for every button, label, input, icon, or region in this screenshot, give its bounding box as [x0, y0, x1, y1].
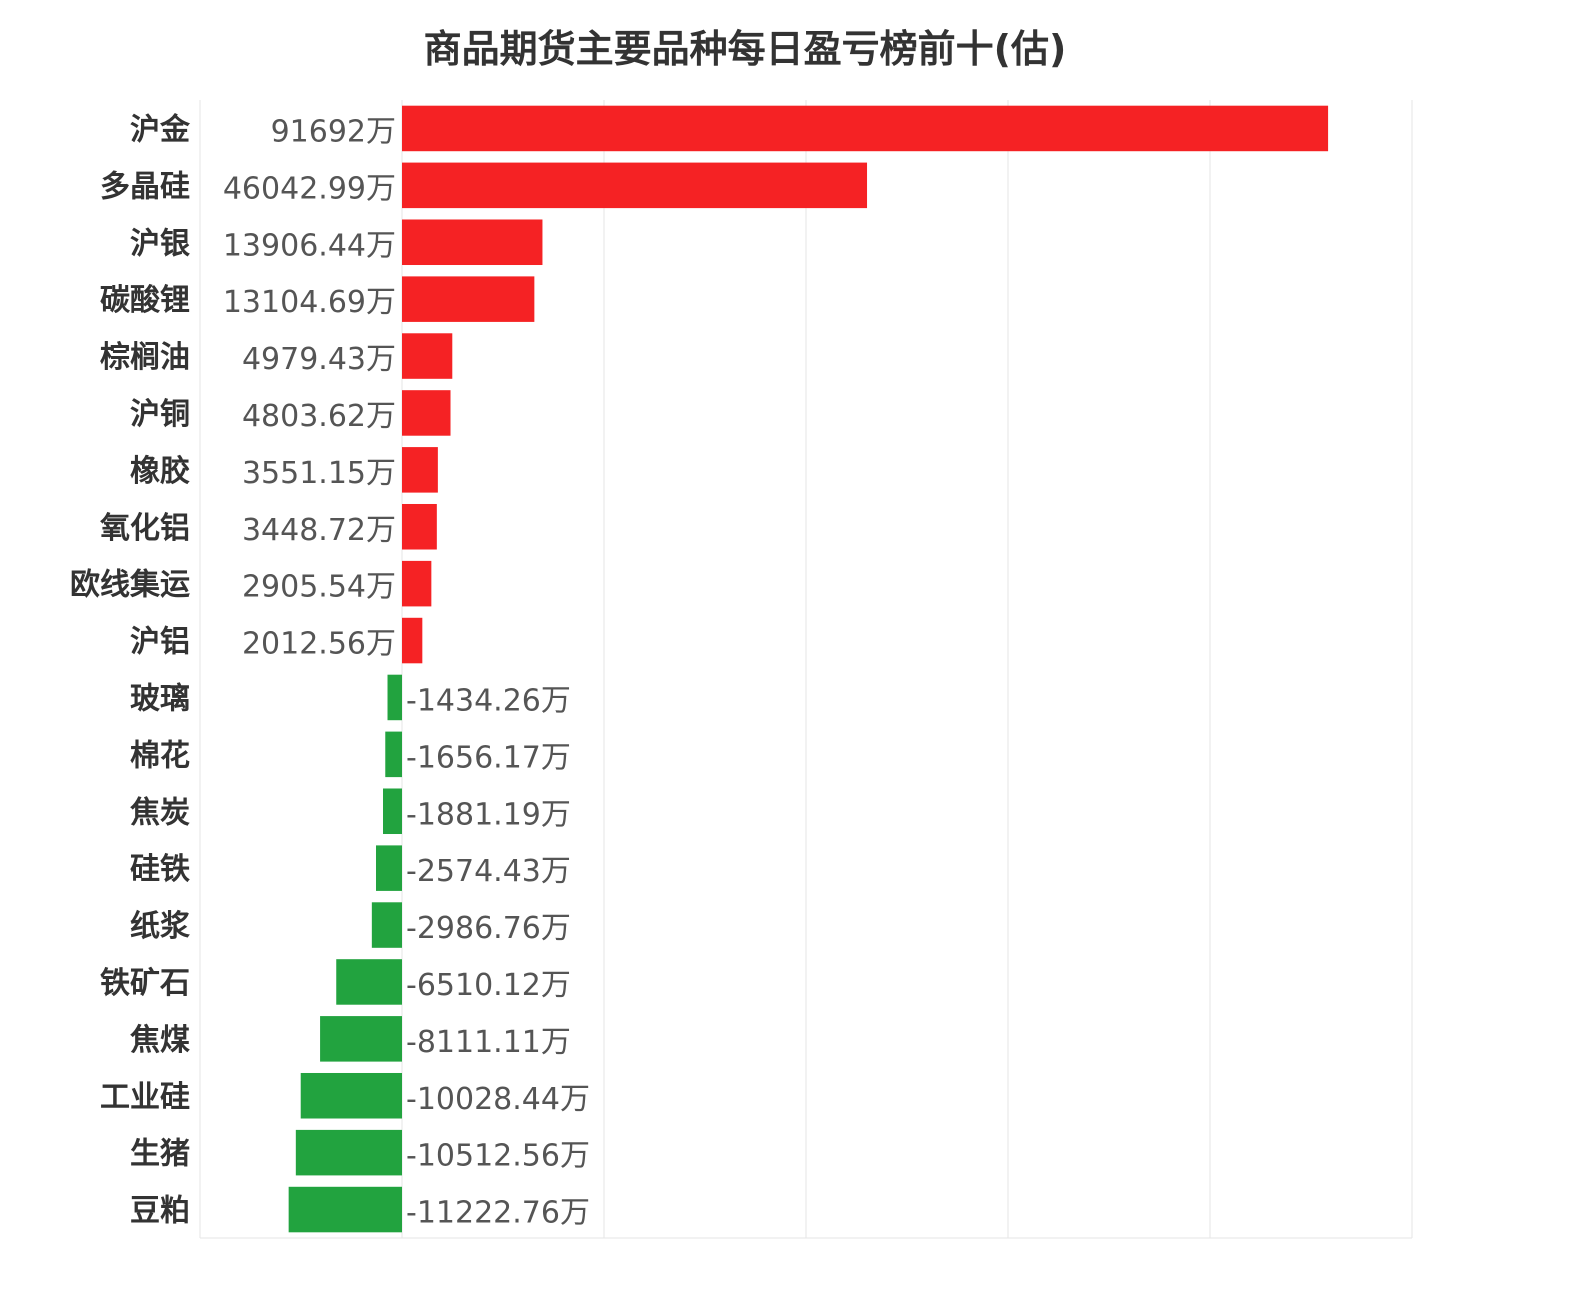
category-label: 焦煤 — [130, 1023, 190, 1058]
bar-11 — [385, 731, 402, 778]
category-label: 氧化铝 — [100, 511, 190, 546]
value-label: -1434.26万 — [406, 683, 571, 718]
category-label: 铁矿石 — [100, 966, 190, 1001]
bar-15 — [336, 959, 402, 1005]
category-label: 豆粕 — [130, 1194, 190, 1229]
category-label: 橡胶 — [130, 454, 190, 489]
category-label: 玻璃 — [130, 681, 190, 716]
value-label: 3448.72万 — [242, 513, 396, 548]
value-label: 4979.43万 — [242, 342, 396, 377]
category-label: 纸浆 — [130, 909, 190, 944]
value-label: 46042.99万 — [223, 171, 396, 206]
bar-19 — [288, 1186, 402, 1233]
category-label: 碳酸锂 — [100, 283, 190, 318]
value-label: -2574.43万 — [406, 854, 571, 889]
value-label: -1881.19万 — [406, 797, 571, 832]
category-label: 工业硅 — [100, 1080, 190, 1115]
category-label: 多晶硅 — [100, 169, 190, 204]
bar-1 — [402, 162, 868, 209]
value-label: 91692万 — [271, 114, 396, 149]
category-label: 生猪 — [130, 1137, 190, 1172]
value-label: 13104.69万 — [223, 285, 396, 320]
bar-4 — [402, 333, 453, 379]
bar-18 — [295, 1129, 402, 1176]
bar-13 — [375, 845, 402, 891]
bar-12 — [382, 788, 402, 835]
category-label: 硅铁 — [130, 852, 190, 887]
value-label: 2905.54万 — [242, 570, 396, 605]
bar-14 — [371, 902, 402, 948]
category-label: 沪铝 — [130, 625, 190, 660]
value-label: 2012.56万 — [242, 627, 396, 662]
bar-2 — [402, 219, 543, 266]
value-label: -6510.12万 — [406, 968, 571, 1003]
bar-6 — [402, 447, 438, 493]
bar-17 — [300, 1072, 402, 1119]
bar-5 — [402, 390, 451, 436]
value-label: -10512.56万 — [406, 1139, 590, 1174]
bar-3 — [402, 276, 535, 322]
value-label: 13906.44万 — [223, 228, 396, 263]
category-label: 棉花 — [130, 738, 190, 773]
category-label: 焦炭 — [130, 795, 190, 830]
chart-title: 商品期货主要品种每日盈亏榜前十(估) — [423, 27, 1067, 71]
value-label: -1656.17万 — [406, 740, 571, 775]
value-label: -11222.76万 — [406, 1196, 590, 1231]
category-label: 沪银 — [130, 226, 190, 261]
bar-7 — [402, 503, 437, 550]
value-label: -8111.11万 — [406, 1025, 571, 1060]
bars — [288, 105, 1329, 1233]
bar-16 — [320, 1016, 402, 1062]
value-label: 4803.62万 — [242, 399, 396, 434]
category-label: 沪铜 — [130, 397, 190, 432]
category-label: 沪金 — [130, 112, 191, 147]
bar-10 — [387, 674, 402, 721]
category-label: 欧线集运 — [70, 568, 190, 603]
bar-9 — [402, 617, 423, 664]
value-label: -10028.44万 — [406, 1082, 590, 1117]
bar-0 — [402, 105, 1329, 152]
category-label: 棕榈油 — [100, 340, 190, 375]
value-label: 3551.15万 — [242, 456, 396, 491]
value-label: -2986.76万 — [406, 911, 571, 946]
bar-8 — [402, 560, 432, 607]
grid-lines — [199, 100, 1413, 1239]
